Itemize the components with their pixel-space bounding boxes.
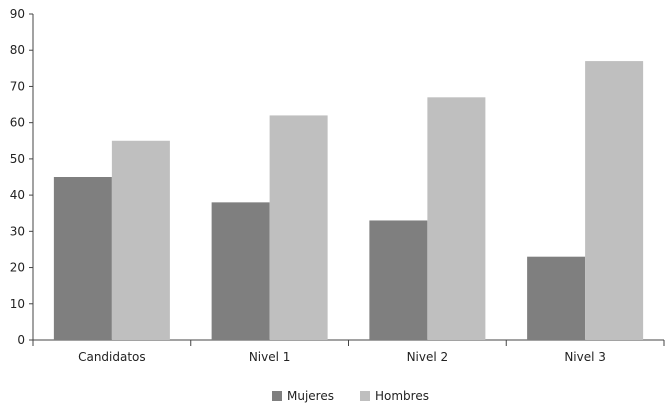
bar-mujeres xyxy=(527,256,586,340)
x-category-label: Nivel 2 xyxy=(407,350,449,364)
legend-label-mujeres: Mujeres xyxy=(287,389,334,403)
y-tick-label: 90 xyxy=(10,7,25,21)
bar-hombres xyxy=(427,97,486,340)
bar-hombres xyxy=(269,115,328,340)
y-tick-label: 50 xyxy=(10,152,25,166)
bar-hombres xyxy=(585,61,644,340)
bar-hombres xyxy=(111,140,170,340)
y-axis: 0 10 20 30 40 50 60 70 80 90 xyxy=(10,7,34,347)
y-tick-label: 0 xyxy=(17,333,25,347)
bar-mujeres xyxy=(53,177,112,340)
y-tick-label: 30 xyxy=(10,224,25,238)
legend: Mujeres Hombres xyxy=(272,389,429,403)
bars xyxy=(53,61,644,340)
y-tick-label: 20 xyxy=(10,261,25,275)
y-tick-label: 40 xyxy=(10,188,25,202)
legend-swatch-hombres xyxy=(360,391,370,401)
legend-label-hombres: Hombres xyxy=(375,389,429,403)
y-tick-label: 70 xyxy=(10,79,25,93)
x-axis: Candidatos Nivel 1 Nivel 2 Nivel 3 xyxy=(32,339,665,364)
bar-mujeres xyxy=(369,220,428,340)
y-tick-label: 60 xyxy=(10,116,25,130)
x-category-label: Candidatos xyxy=(78,350,146,364)
legend-swatch-mujeres xyxy=(272,391,282,401)
bar-mujeres xyxy=(211,202,270,340)
x-category-label: Nivel 3 xyxy=(564,350,606,364)
y-tick-label: 80 xyxy=(10,43,25,57)
y-tick-label: 10 xyxy=(10,297,25,311)
x-category-label: Nivel 1 xyxy=(249,350,291,364)
